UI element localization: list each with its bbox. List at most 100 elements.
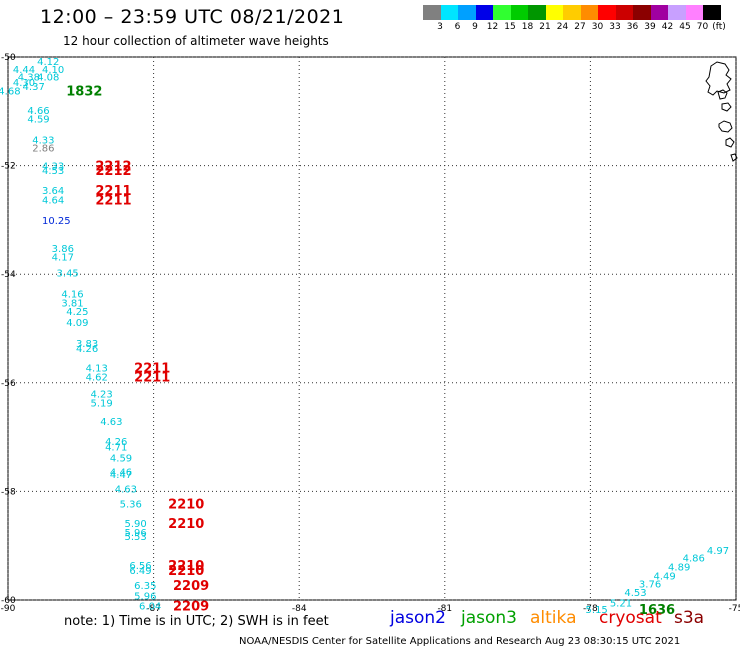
swh-value: 4.30 bbox=[13, 78, 35, 89]
coastline bbox=[705, 61, 738, 162]
swh-value: 5.90 bbox=[124, 519, 146, 530]
lon-tick-label: -78 bbox=[583, 604, 598, 614]
swh-value: 4.37 bbox=[23, 82, 45, 93]
swh-value: 6.56 bbox=[129, 561, 151, 572]
swh-value: 5.15 bbox=[586, 605, 608, 616]
pass-time-label: 2210 bbox=[168, 497, 204, 512]
swh-value: 4.13 bbox=[86, 364, 108, 375]
pass-time-label: 2211 bbox=[134, 370, 170, 385]
wave-height-color-scale bbox=[423, 5, 721, 20]
pass-time-label: 2209 bbox=[173, 579, 209, 594]
swh-value: 3.86 bbox=[52, 244, 74, 255]
scale-label: 12 bbox=[486, 22, 499, 32]
scale-swatch bbox=[493, 5, 511, 20]
scale-label: 15 bbox=[504, 22, 516, 32]
swh-value: 4.12 bbox=[37, 57, 59, 68]
swh-value: 6.04 bbox=[139, 601, 161, 612]
map-frame bbox=[7, 56, 737, 601]
scale-swatch bbox=[580, 5, 598, 20]
swh-value: 5.53 bbox=[124, 532, 146, 543]
swh-value: 5.21 bbox=[610, 599, 632, 610]
pass-time-label: 2209 bbox=[173, 599, 209, 614]
scale-swatch bbox=[615, 5, 633, 20]
pass-time-label: 1832 bbox=[66, 85, 102, 100]
swh-value: 3.81 bbox=[61, 298, 83, 309]
scale-swatch bbox=[633, 5, 651, 20]
scale-swatch bbox=[440, 5, 458, 20]
scale-label: 70 bbox=[696, 22, 709, 32]
pass-time-label: 2210 bbox=[168, 564, 204, 579]
map-subtitle: 12 hour collection of altimeter wave hei… bbox=[63, 34, 329, 48]
swh-value: 10.25 bbox=[42, 216, 71, 227]
swh-value: 4.97 bbox=[707, 546, 729, 557]
scale-label: 18 bbox=[521, 22, 534, 32]
swh-value: 4.26 bbox=[76, 344, 98, 355]
swh-value: 4.38 bbox=[18, 73, 40, 84]
swh-value: 6.35 bbox=[134, 581, 156, 592]
swh-value: 4.86 bbox=[683, 554, 705, 565]
swh-value: 4.33 bbox=[32, 136, 54, 147]
scale-label: 9 bbox=[472, 22, 478, 32]
pass-time-label: 1636 bbox=[639, 603, 675, 618]
scale-swatch bbox=[563, 5, 581, 20]
pass-time-label: 2211 bbox=[95, 184, 131, 199]
swh-value: 4.16 bbox=[61, 290, 83, 301]
swh-value: 5.96 bbox=[124, 528, 146, 539]
swh-value: 4.63 bbox=[115, 485, 137, 496]
scale-unit-label: (ft) bbox=[712, 22, 726, 32]
units-note: note: 1) Time is in UTC; 2) SWH is in fe… bbox=[64, 614, 329, 629]
legend-altika: altika bbox=[530, 608, 577, 628]
swh-value: 4.26 bbox=[105, 437, 127, 448]
scale-label: 21 bbox=[539, 22, 551, 32]
scale-label: 3 bbox=[437, 22, 443, 32]
map-title: 12:00 – 23:59 UTC 08/21/2021 bbox=[40, 6, 345, 28]
swh-value: 4.44 bbox=[13, 65, 35, 76]
pass-time-labels: 1832221222122211221122112211221022102210… bbox=[66, 85, 675, 619]
scale-label: 30 bbox=[591, 22, 604, 32]
pass-time-label: 2210 bbox=[168, 559, 204, 574]
lon-tick-label: -75 bbox=[729, 604, 740, 614]
scale-swatch bbox=[458, 5, 476, 20]
swh-value: 4.64 bbox=[42, 195, 64, 206]
scale-label: 27 bbox=[574, 22, 586, 32]
swh-value: 4.59 bbox=[27, 114, 49, 125]
swh-value: 4.66 bbox=[27, 106, 49, 117]
scale-swatch bbox=[423, 5, 441, 20]
swh-value: 4.10 bbox=[42, 65, 64, 76]
swh-value: 4.47 bbox=[110, 470, 132, 481]
swh-value: 5.19 bbox=[91, 398, 113, 409]
swh-value: 4.08 bbox=[37, 73, 59, 84]
swh-value: 4.62 bbox=[86, 372, 108, 383]
lon-tick-label: -84 bbox=[292, 604, 307, 614]
lat-tick-label: -50 bbox=[1, 53, 16, 63]
pass-time-label: 2210 bbox=[168, 517, 204, 532]
lat-tick-label: -58 bbox=[1, 487, 16, 497]
lon-tick-label: -87 bbox=[146, 604, 161, 614]
swh-value: 5.36 bbox=[120, 499, 142, 510]
legend-cryosat: cryosat bbox=[599, 608, 662, 628]
swh-value: 4.68 bbox=[0, 87, 21, 98]
scale-swatch bbox=[598, 5, 616, 20]
lat-tick-label: -52 bbox=[1, 162, 16, 172]
swh-value: 3.64 bbox=[42, 186, 64, 197]
lat-tick-label: -54 bbox=[1, 270, 16, 280]
lon-tick-label: -81 bbox=[437, 604, 452, 614]
swh-value: 4.23 bbox=[91, 390, 113, 401]
scale-swatch bbox=[475, 5, 493, 20]
swh-value: 4.59 bbox=[110, 454, 132, 465]
swh-value: 4.25 bbox=[66, 307, 88, 318]
swh-value: 3.76 bbox=[639, 580, 661, 591]
lat-tick-label: -56 bbox=[1, 379, 16, 389]
swh-value: 3.45 bbox=[57, 269, 79, 280]
swh-value: 4.09 bbox=[66, 318, 88, 329]
scale-label: 42 bbox=[661, 22, 674, 32]
scale-label: 6 bbox=[454, 22, 461, 32]
legend-jason2: jason2 bbox=[390, 608, 446, 628]
swh-value: 4.53 bbox=[42, 166, 64, 177]
pass-time-label: 2212 bbox=[95, 160, 131, 175]
swh-value: 4.63 bbox=[100, 417, 122, 428]
pass-time-label: 2211 bbox=[95, 193, 131, 208]
map-grid bbox=[7, 56, 737, 601]
pass-time-label: 2211 bbox=[134, 362, 170, 377]
